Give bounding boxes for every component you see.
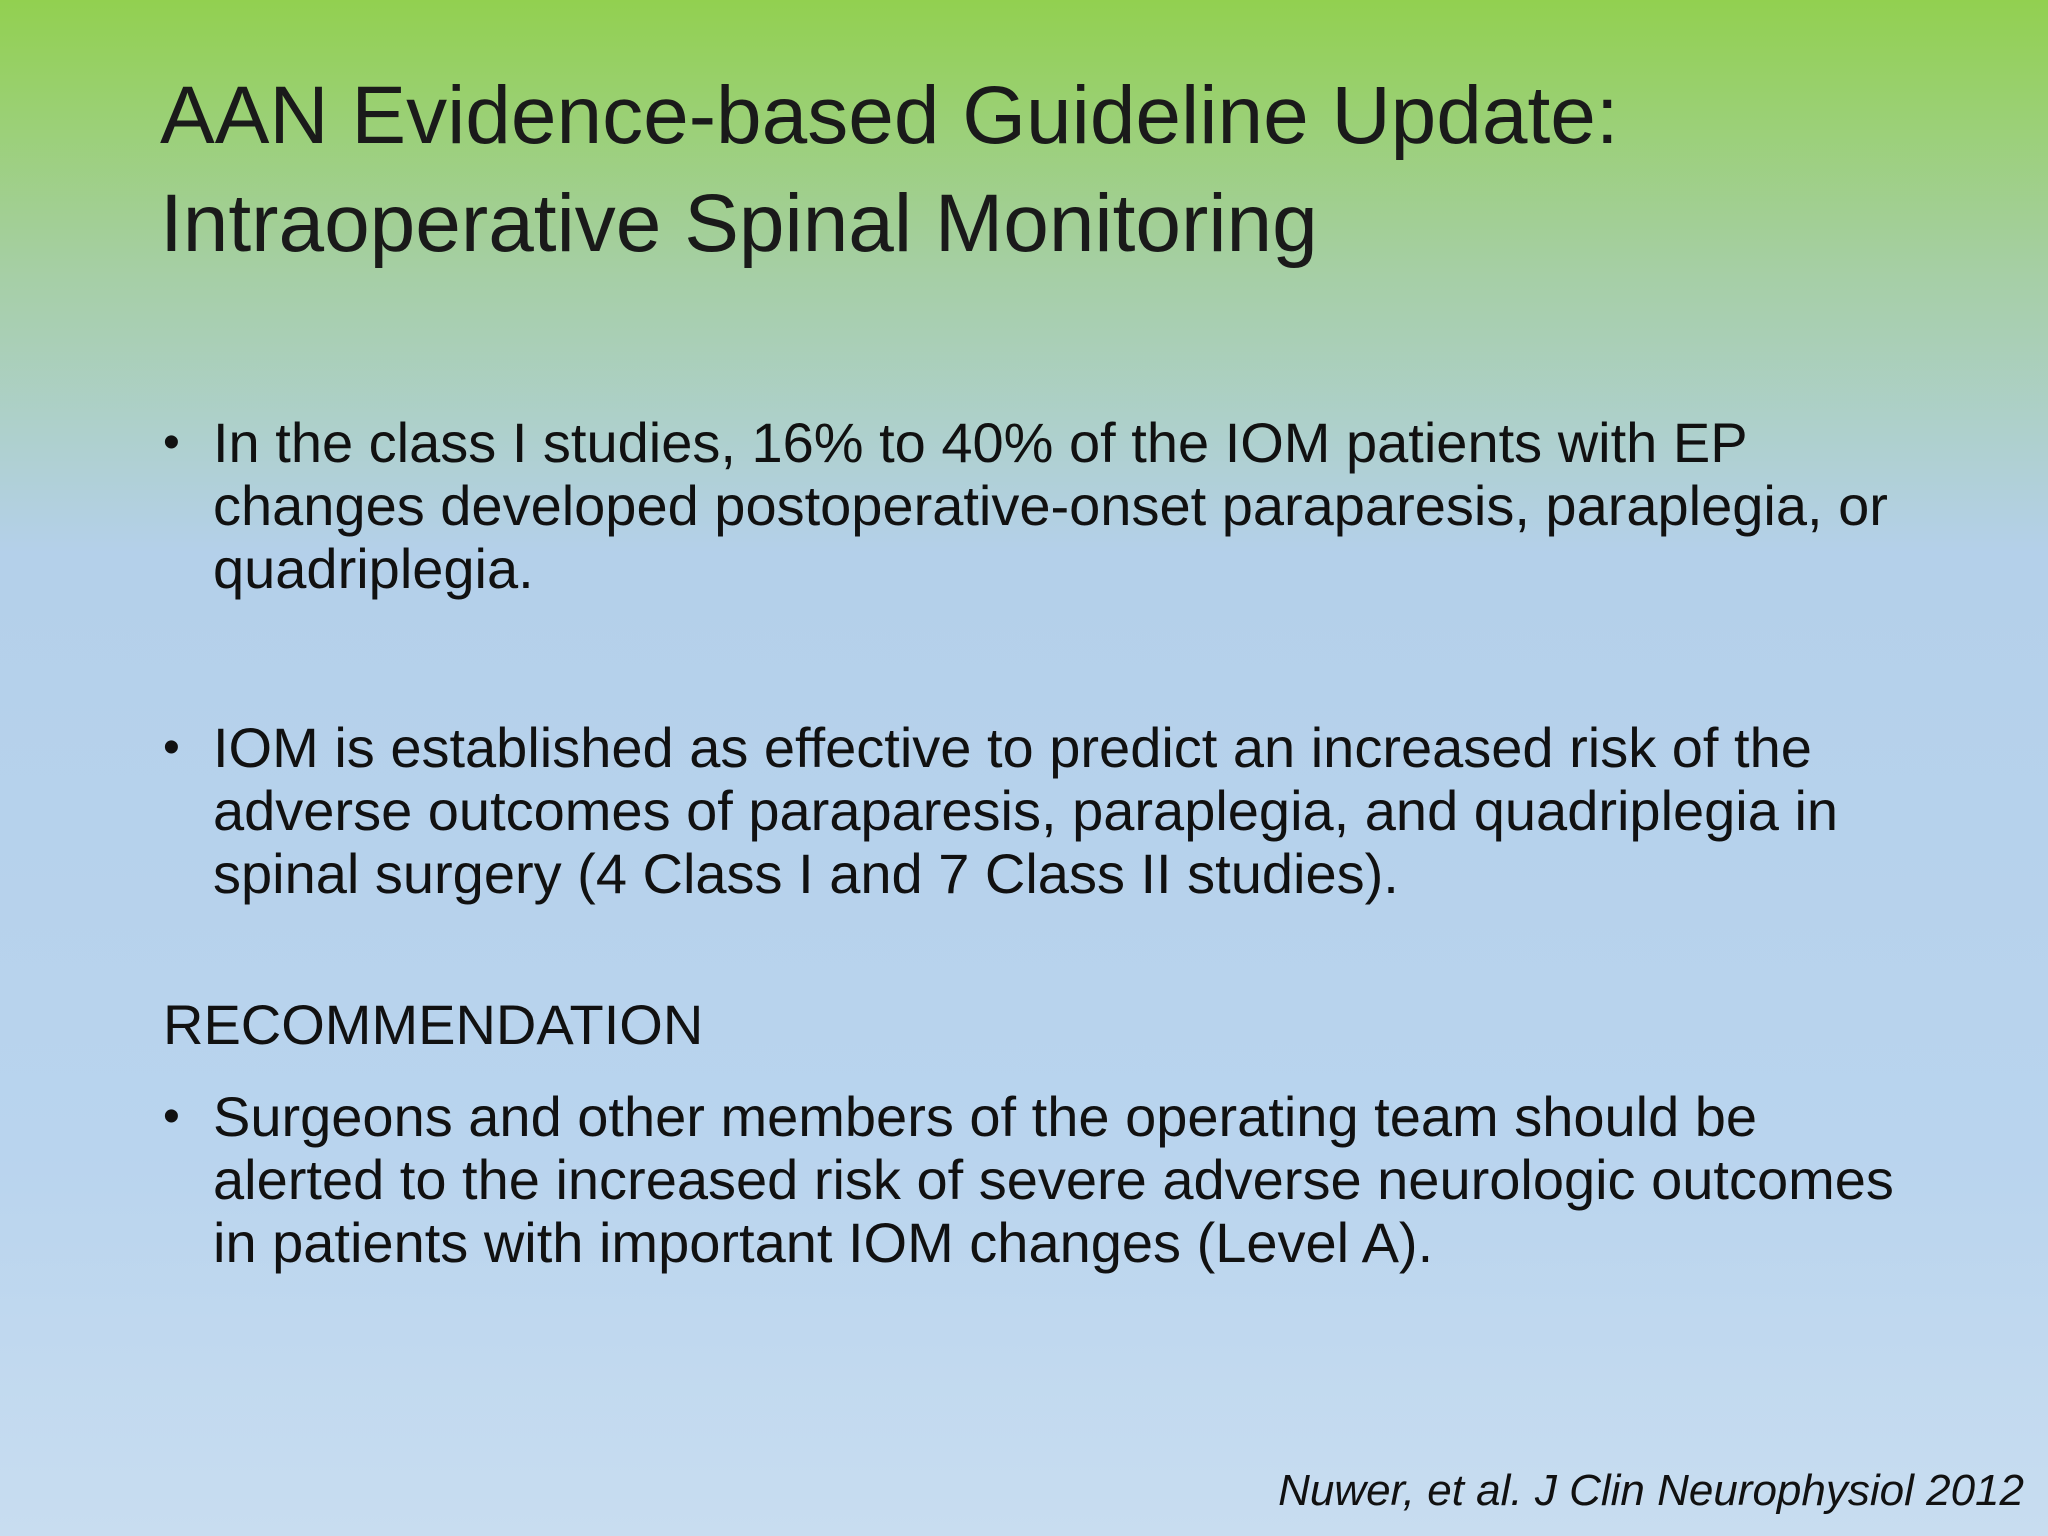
bullet: In the class I studies, 16% to 40% of th… [163, 411, 1913, 600]
section-heading: RECOMMENDATION [163, 993, 704, 1056]
citation: Nuwer, et al. J Clin Neurophysiol 2012 [1278, 1466, 2024, 1515]
bullet: Surgeons and other members of the operat… [163, 1085, 1913, 1274]
slide-title: AAN Evidence-based Guideline Update: Int… [160, 70, 1619, 269]
bullet: IOM is established as effective to predi… [163, 716, 1913, 905]
